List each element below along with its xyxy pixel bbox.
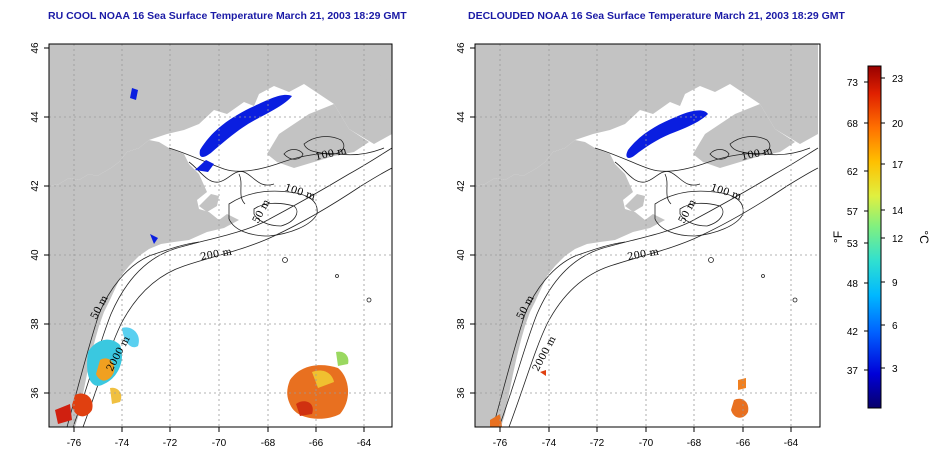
left-sst-cold-patch [130,88,292,244]
colorbar-f-tick-label: 53 [847,239,859,250]
lon-tick-label: -66 [736,438,751,449]
colorbar-c-tick-label: 20 [892,119,904,130]
lon-tick-label: -64 [784,438,799,449]
lon-tick-label: -76 [67,438,82,449]
lat-tick-label: 38 [30,318,41,330]
left-ticks [44,47,365,432]
colorbar-c-tick-label: 3 [892,364,898,375]
colorbar-f-tick-label: 57 [847,207,859,218]
right-map-panel: -76 -74 -72 -70 -68 -66 -64 46 44 42 40 … [456,42,821,449]
right-lat-labels: 46 44 42 40 38 36 [456,42,467,399]
lat-tick-label: 38 [456,318,467,330]
colorbar-f-tick-label: 73 [847,78,859,89]
lat-tick-label: 36 [30,387,41,399]
lat-tick-label: 46 [456,42,467,54]
right-panel-title: DECLOUDED NOAA 16 Sea Surface Temperatur… [468,10,845,22]
colorbar-c-tick-label: 23 [892,74,904,85]
lat-tick-label: 44 [456,111,467,123]
colorbar-f-tick-label: 37 [847,366,859,377]
left-lat-labels: 46 44 42 40 38 36 [30,42,41,399]
lon-tick-label: -64 [357,438,372,449]
left-sst-warm-patches [55,327,349,424]
left-map-panel: -76 -74 -72 -70 -68 -66 -64 46 44 42 40 … [30,42,393,449]
colorbar-c-tick-label: 6 [892,321,898,332]
lon-tick-label: -76 [493,438,508,449]
lat-tick-label: 44 [30,111,41,123]
left-lon-labels: -76 -74 -72 -70 -68 -66 -64 [67,438,372,449]
left-grid [49,44,392,427]
lon-tick-label: -68 [687,438,702,449]
right-frame [474,43,821,428]
lon-tick-label: -72 [163,438,178,449]
colorbar-c-ticks [881,77,885,369]
lat-tick-label: 40 [30,249,41,261]
colorbar-c-labels: 23 20 17 14 12 9 6 3 [892,74,904,375]
colorbar-f-ticks [864,81,868,371]
lon-tick-label: -72 [590,438,605,449]
lon-tick-label: -70 [639,438,654,449]
lat-tick-label: 42 [30,180,41,192]
lat-tick-label: 36 [456,387,467,399]
colorbar-f-tick-label: 68 [847,119,859,130]
lat-tick-label: 46 [30,42,41,54]
colorbar-c-tick-label: 9 [892,278,898,289]
lon-tick-label: -74 [115,438,130,449]
colorbar-f-tick-label: 48 [847,279,859,290]
colorbar-unit-celsius: °C [917,230,931,244]
right-lon-labels: -76 -74 -72 -70 -68 -66 -64 [493,438,799,449]
lon-tick-label: -66 [309,438,324,449]
temperature-colorbar: 73 68 62 57 53 48 42 37 23 20 17 14 12 9… [831,65,931,409]
lon-tick-label: -70 [212,438,227,449]
colorbar-unit-fahrenheit: °F [831,231,845,243]
left-frame [48,43,393,428]
colorbar-c-tick-label: 12 [892,234,904,245]
lat-tick-label: 42 [456,180,467,192]
colorbar-c-tick-label: 17 [892,160,904,171]
right-ticks [470,47,792,432]
lat-tick-label: 40 [456,249,467,261]
colorbar-f-tick-label: 62 [847,167,859,178]
colorbar-f-tick-label: 42 [847,327,859,338]
colorbar-c-tick-label: 14 [892,206,904,217]
lon-tick-label: -74 [542,438,557,449]
colorbar-f-labels: 73 68 62 57 53 48 42 37 [847,78,859,377]
colorbar-gradient [867,65,882,409]
left-panel-title: RU COOL NOAA 16 Sea Surface Temperature … [48,10,407,22]
right-sst-warm-patches [490,370,749,427]
lon-tick-label: -68 [261,438,276,449]
right-grid [475,44,820,427]
right-sst-cold-patch [626,110,708,158]
